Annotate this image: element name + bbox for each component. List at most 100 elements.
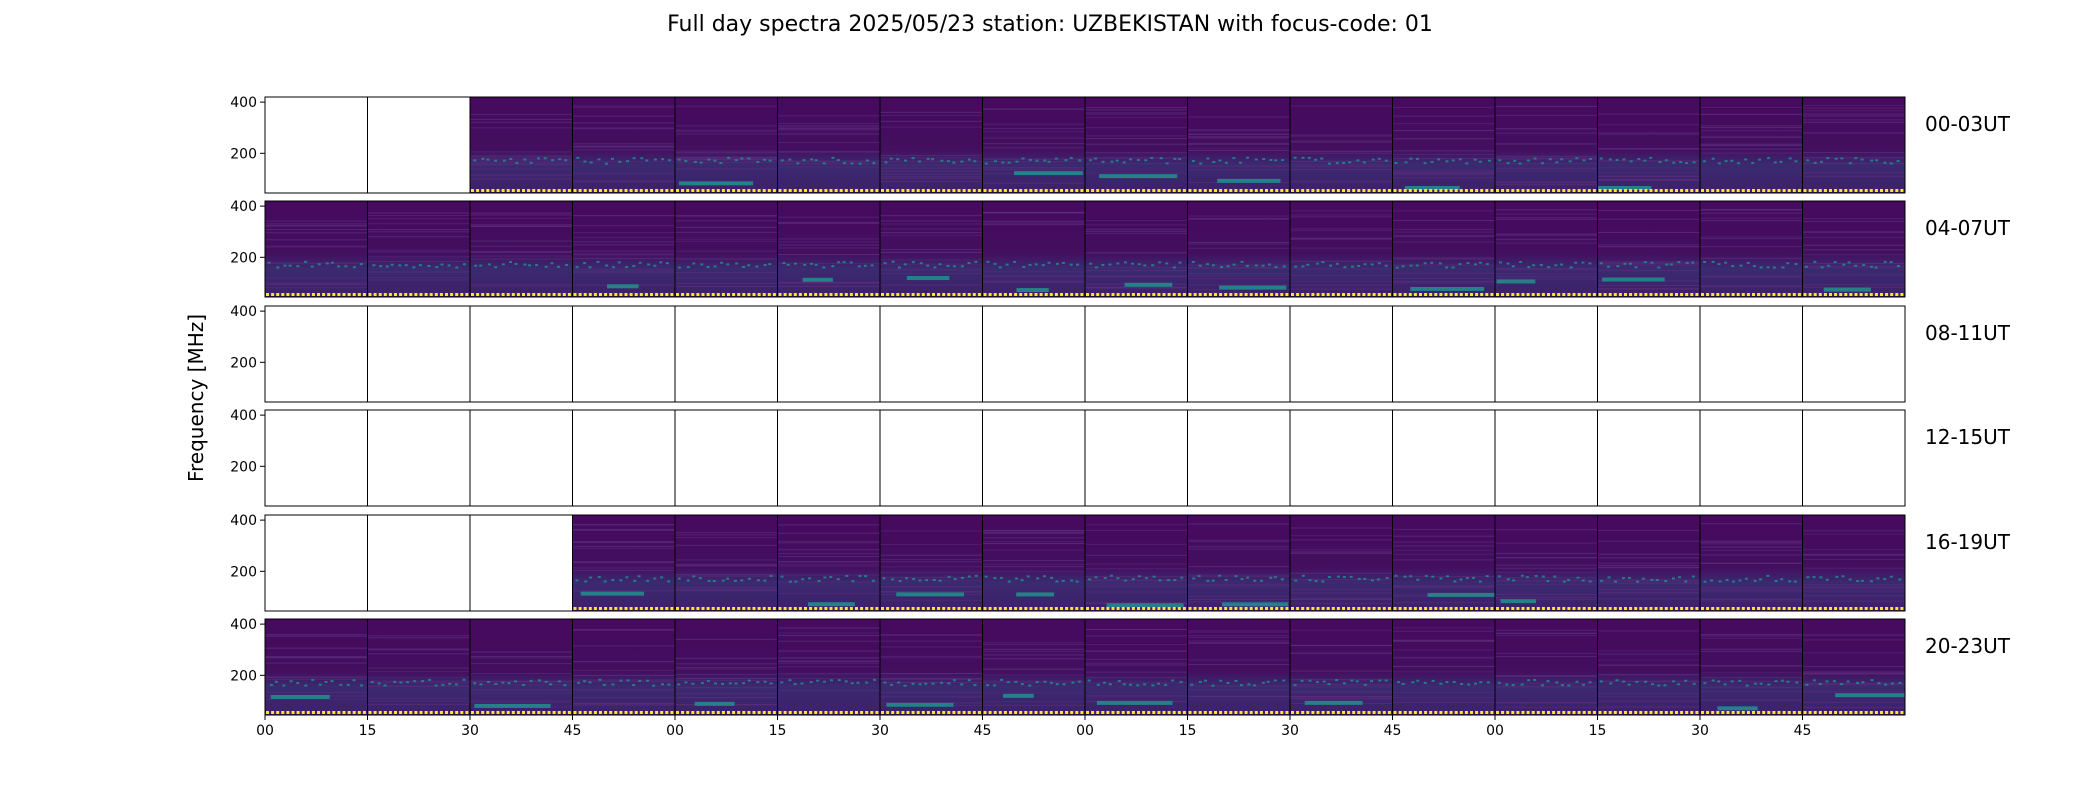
calibration-dot [1219, 189, 1223, 192]
noise-line [880, 215, 983, 217]
calibration-dot [1182, 189, 1186, 192]
interference-dot [1212, 160, 1216, 163]
calibration-dot [476, 711, 480, 714]
calibration-dot [998, 607, 1002, 610]
interference-dot [1553, 575, 1557, 578]
interference-dot [1335, 262, 1339, 265]
interference-dot [1628, 262, 1632, 265]
calibration-dot [1424, 293, 1428, 296]
interference-dot [734, 682, 738, 685]
interference-dot [337, 265, 341, 268]
interference-dot [967, 679, 971, 682]
noise-line [675, 220, 778, 222]
interference-dot [726, 577, 730, 580]
noise-line [470, 258, 573, 260]
calibration-dot [1234, 293, 1238, 296]
calibration-dot [1834, 293, 1838, 296]
calibration-dot [1741, 293, 1745, 296]
calibration-dot [706, 189, 710, 192]
interference-dot [1627, 576, 1631, 579]
noise-line [1392, 585, 1495, 587]
calibration-dot [1731, 189, 1735, 192]
interference-dot [1744, 577, 1748, 580]
calibration-dot [1157, 293, 1161, 296]
interference-dot [986, 260, 990, 263]
noise-line [1802, 652, 1905, 654]
interference-dot [385, 265, 389, 268]
noise-line [470, 245, 573, 247]
interference-dot [1582, 683, 1586, 686]
calibration-dot [414, 293, 418, 296]
panel-background [572, 619, 675, 715]
interference-dot [786, 263, 790, 266]
calibration-dot [599, 711, 602, 714]
calibration-dot [891, 189, 895, 192]
calibration-dot [1531, 293, 1535, 296]
calibration-dot [306, 293, 310, 296]
calibration-dot [1649, 711, 1653, 714]
calibration-dot [1746, 293, 1750, 296]
interference-dot [1806, 159, 1810, 162]
calibration-dot [644, 711, 648, 714]
interference-dot [1520, 574, 1524, 577]
calibration-dot [1080, 293, 1084, 296]
noise-line [675, 679, 778, 681]
noise-line [1392, 649, 1495, 651]
calibration-dot [619, 711, 623, 714]
calibration-dot [1844, 189, 1848, 192]
noise-line [1597, 540, 1700, 542]
noise-line [982, 168, 1085, 170]
calibration-dot [1193, 189, 1197, 192]
noise-line [777, 263, 880, 265]
noise-line [777, 238, 880, 240]
interference-dot [1348, 161, 1352, 164]
noise-line [470, 672, 573, 674]
calibration-dot [1516, 711, 1520, 714]
interference-dot [863, 264, 867, 267]
noise-line [1085, 583, 1188, 585]
calibration-dot [886, 189, 890, 192]
calibration-dot [383, 293, 387, 296]
interference-dot [1518, 162, 1522, 165]
noise-line [572, 269, 675, 271]
noise-line [675, 697, 778, 699]
calibration-dot [1049, 607, 1053, 610]
calibration-dot [1521, 293, 1525, 296]
interference-dot [1890, 682, 1894, 685]
noise-line [1187, 659, 1290, 661]
noise-line [1187, 636, 1290, 638]
interference-dot [1151, 264, 1155, 267]
interference-dot [1110, 574, 1114, 577]
spectrogram-panel [1802, 305, 1906, 403]
panel-background [470, 619, 573, 715]
calibration-dot [1034, 293, 1038, 296]
interference-dot [1581, 261, 1585, 264]
interference-dot [1055, 262, 1059, 265]
noise-line [982, 654, 1085, 656]
calibration-dot [1464, 711, 1468, 714]
interference-dot [898, 580, 902, 583]
noise-line [675, 673, 778, 675]
calibration-dot [429, 293, 433, 296]
interference-dot [637, 575, 641, 578]
noise-line [1700, 127, 1803, 129]
calibration-dot [1398, 293, 1402, 296]
calibration-dot [1782, 189, 1786, 192]
noise-line [572, 545, 675, 547]
calibration-dot [947, 293, 951, 296]
calibration-dot [655, 711, 659, 714]
interference-dot [1423, 162, 1427, 165]
interference-dot [462, 263, 466, 266]
calibration-dot [1757, 189, 1761, 192]
noise-line [880, 530, 983, 532]
interference-dot [1335, 162, 1339, 165]
interference-dot [858, 162, 862, 165]
noise-line [880, 248, 983, 250]
calibration-dot [1275, 189, 1279, 192]
calibration-dot [311, 293, 315, 296]
calibration-dot [1885, 189, 1889, 192]
calibration-dot [670, 607, 674, 610]
calibration-dot [1285, 293, 1289, 296]
calibration-dot [593, 711, 597, 714]
calibration-dot [1352, 711, 1356, 714]
